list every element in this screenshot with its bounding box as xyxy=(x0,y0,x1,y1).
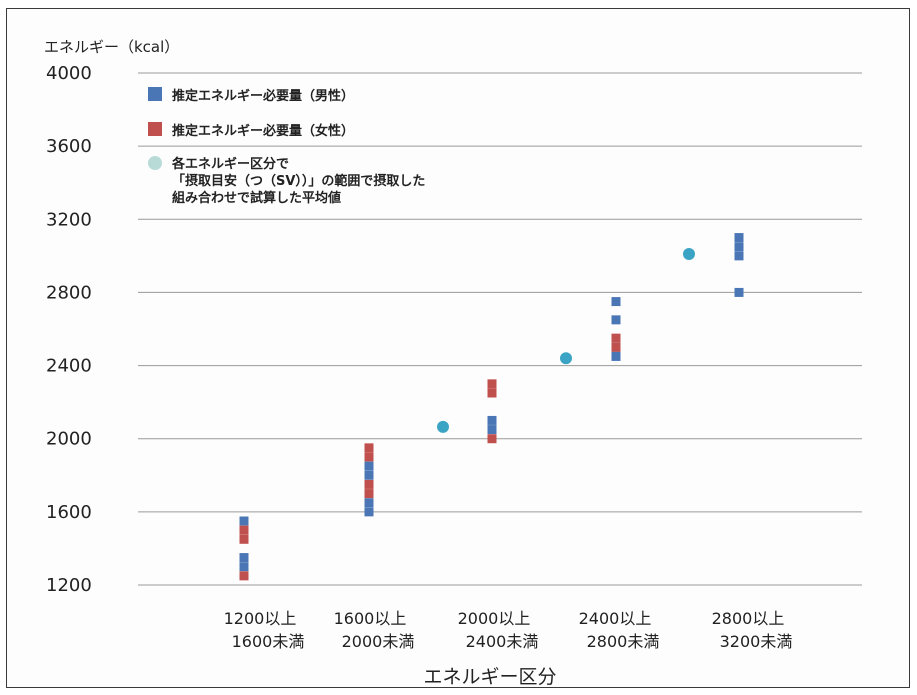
x-category-label: 1200以上 1600未満 xyxy=(224,609,305,651)
x-category-label: 1600以上 2000未満 xyxy=(334,609,415,651)
female-marker xyxy=(364,489,374,499)
female-marker xyxy=(239,525,249,535)
male-marker xyxy=(611,315,621,325)
y-tick-label: 1200 xyxy=(46,575,92,596)
average-marker xyxy=(683,248,695,261)
legend-label: 推定エネルギー必要量（女性） xyxy=(172,123,354,139)
x-category-label: 2400以上 2800未満 xyxy=(579,609,660,651)
male-marker xyxy=(487,415,497,425)
female-marker xyxy=(364,452,374,462)
y-tick-label: 2800 xyxy=(46,282,92,303)
female-marker xyxy=(487,388,497,398)
x-category-label: 2800以上 3200未満 xyxy=(712,609,793,651)
y-axis-label: エネルギー（kcal） xyxy=(44,38,179,56)
y-tick-label: 2000 xyxy=(46,429,92,450)
male-marker xyxy=(734,287,744,297)
legend-swatch xyxy=(148,156,162,170)
y-tick-label: 3200 xyxy=(46,209,92,230)
average-marker xyxy=(560,352,572,365)
female-marker xyxy=(239,571,249,581)
male-marker xyxy=(734,251,744,261)
female-marker xyxy=(611,342,621,352)
male-marker xyxy=(487,425,497,435)
legend-label: 各エネルギー区分で「摂取目安（つ（SV））」の範囲で摂取した組み合わせで試算した… xyxy=(171,156,425,206)
male-marker xyxy=(364,470,374,480)
male-marker xyxy=(239,562,249,572)
legend-swatch xyxy=(148,122,162,136)
y-tick-label: 2400 xyxy=(46,356,92,377)
female-marker xyxy=(487,434,497,444)
average-marker xyxy=(437,420,449,433)
chart-frame xyxy=(6,8,910,688)
female-marker xyxy=(487,379,497,389)
male-marker xyxy=(364,461,374,471)
male-marker xyxy=(239,553,249,563)
y-tick-label: 3600 xyxy=(46,136,92,157)
grid-lines xyxy=(138,72,862,586)
y-tick-label: 1600 xyxy=(46,502,92,523)
female-marker xyxy=(239,534,249,544)
male-marker xyxy=(734,233,744,243)
male-marker xyxy=(611,351,621,361)
x-axis-categories: 1200以上 1600未満 1600以上 2000未満 2000以上 2400未満 2400… xyxy=(224,609,793,651)
x-axis-label: エネルギー区分 xyxy=(423,666,556,688)
male-marker xyxy=(364,507,374,517)
female-marker xyxy=(364,479,374,489)
legend-swatch xyxy=(148,87,162,101)
male-marker xyxy=(611,297,621,307)
legend: 推定エネルギー必要量（男性） 推定エネルギー必要量（女性） 各エネルギー区分で「摂取… xyxy=(148,87,425,206)
x-category-label: 2000以上 2400未満 xyxy=(458,609,539,651)
male-marker xyxy=(239,516,249,526)
female-marker xyxy=(364,443,374,453)
y-axis-ticks: 1200 1600 2000 2400 2800 3200 3600 4000 xyxy=(46,63,92,596)
y-tick-label: 4000 xyxy=(46,63,92,84)
female-marker xyxy=(611,333,621,343)
male-marker xyxy=(734,242,744,252)
male-marker xyxy=(364,498,374,508)
data-marks xyxy=(239,233,744,581)
legend-label: 推定エネルギー必要量（男性） xyxy=(172,88,354,104)
